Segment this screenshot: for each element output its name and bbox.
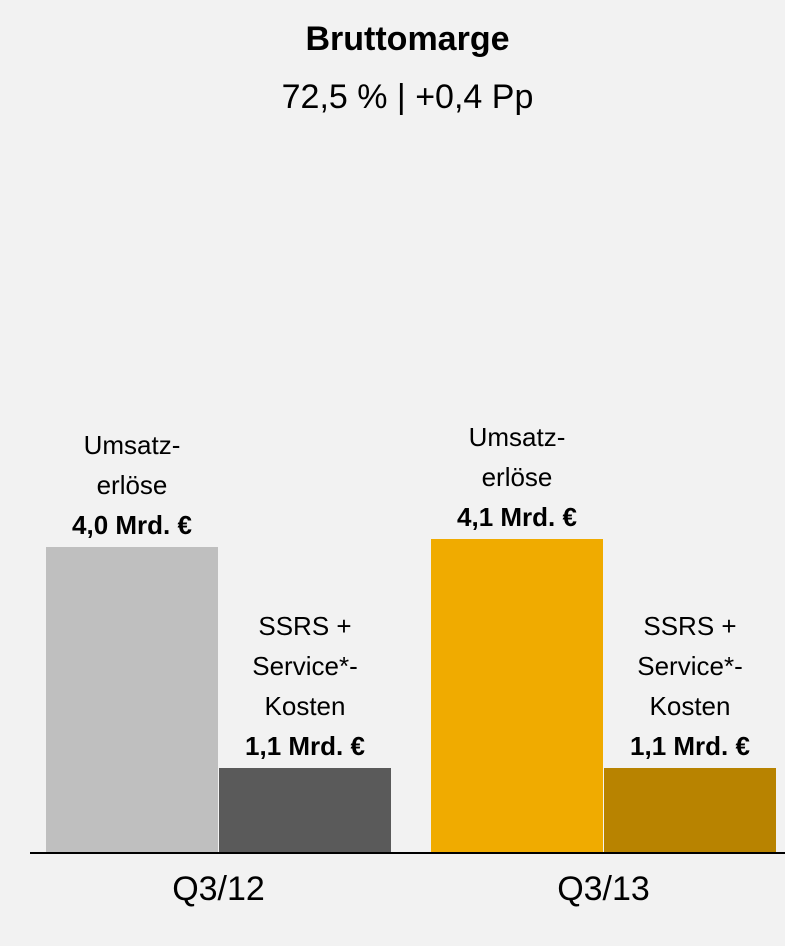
value-label: 1,1 Mrd. €: [245, 731, 365, 762]
bar: [46, 547, 218, 852]
bar-label: SSRS + Service*- Kosten 1,1 Mrd. €: [594, 606, 785, 766]
value-label: 1,1 Mrd. €: [630, 731, 750, 762]
chart-title: Bruttomarge: [305, 20, 510, 58]
series-name: SSRS + Service*- Kosten: [252, 611, 358, 722]
series-name: SSRS + Service*- Kosten: [637, 611, 743, 722]
baseline: [30, 852, 785, 854]
bar: [219, 768, 391, 852]
series-name: Umsatz- erlöse: [83, 430, 181, 500]
bar: [604, 768, 776, 852]
bar-label: Umsatz- erlöse 4,1 Mrd. €: [421, 417, 613, 537]
series-name: Umsatz- erlöse: [468, 422, 566, 493]
value-label: 4,0 Mrd. €: [72, 510, 192, 540]
x-tick-label: Q3/13: [557, 870, 650, 908]
chart-subtitle: 72,5 % | +0,4 Pp: [281, 78, 534, 116]
bar: [431, 539, 603, 852]
x-tick-label: Q3/12: [172, 870, 265, 908]
value-label: 4,1 Mrd. €: [457, 502, 577, 533]
bar-label: Umsatz- erlöse 4,0 Mrd. €: [36, 425, 228, 545]
bar-label: SSRS + Service*- Kosten 1,1 Mrd. €: [209, 606, 401, 766]
